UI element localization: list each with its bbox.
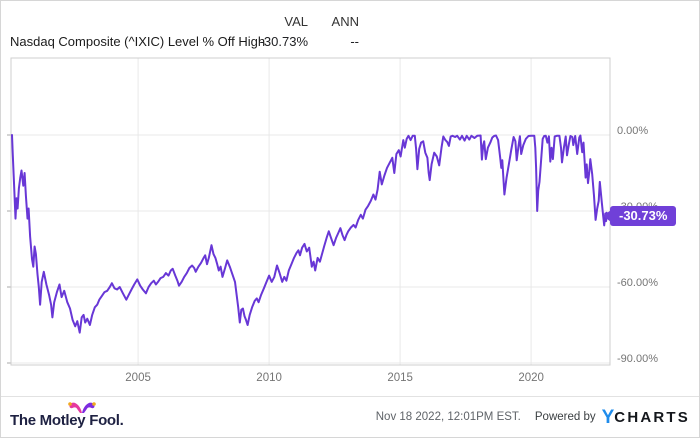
ycharts-wordmark: CHARTS [614,408,690,426]
x-tick-label: 2015 [387,372,413,384]
current-value-badge: -30.73% [603,206,677,226]
badge-arrow-icon [603,210,611,222]
ycharts-y-icon: Y [601,406,615,428]
y-tick-label: 0.00% [617,125,649,138]
series-title: Nasdaq Composite (^IXIC) Level % Off Hig… [10,34,266,49]
ann-column-header: ANN [331,14,359,29]
motley-fool-logo: The Motley Fool. [10,399,140,435]
val-column-header: VAL [284,14,308,29]
x-tick-label: 2010 [256,372,282,384]
series-ann-value: -- [350,34,359,49]
series-val-value: -30.73% [259,34,308,49]
timestamp: Nov 18 2022, 12:01PM EST. [375,411,521,423]
motley-fool-wordmark: The Motley Fool. [10,412,124,429]
x-tick-label: 2005 [125,372,151,384]
y-tick-label: -60.00% [617,277,658,290]
ycharts-logo: Y CHARTS [602,408,690,427]
jester-hat-icon [68,402,96,413]
attribution: Nov 18 2022, 12:01PM EST. Powered by Y C… [376,408,690,427]
header-row-series: Nasdaq Composite (^IXIC) Level % Off Hig… [1,34,699,50]
x-tick-label: 2020 [518,372,544,384]
y-tick-label: -90.00% [617,353,658,366]
line-chart-plot [7,57,611,366]
header-row-labels: VAL ANN [1,14,699,30]
footer: The Motley Fool. Nov 18 2022, 12:01PM ES… [1,396,699,437]
badge-value: -30.73% [610,206,677,226]
series-line [11,134,608,334]
powered-by-label: Powered by [534,411,596,423]
